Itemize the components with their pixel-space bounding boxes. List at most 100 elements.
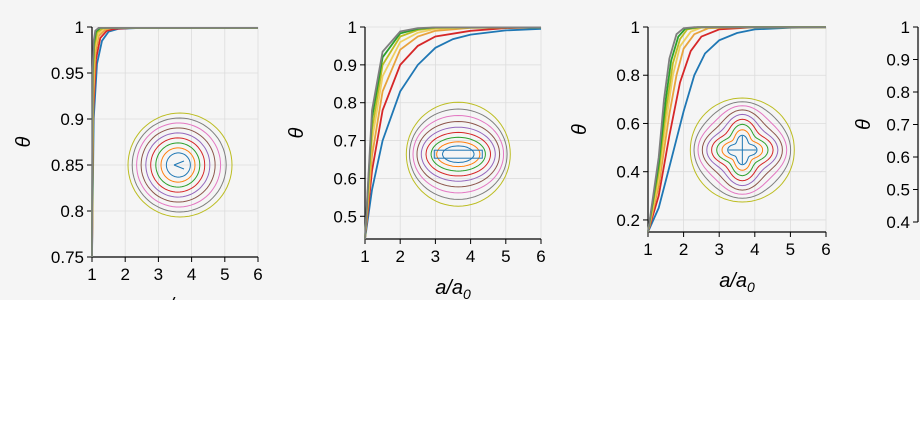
x-axis-title-0: a/a0	[157, 295, 193, 300]
chart-panel-0: 10.950.90.850.80.75123456θa/a0	[13, 18, 263, 300]
x-axis-title-main-2: a/a	[719, 270, 747, 292]
x-axis-title-main-1: a/a	[435, 277, 463, 299]
figure-panel-strip: 10.950.90.850.80.75123456θa/a010.90.80.7…	[13, 18, 919, 300]
y-axis-title-1: θ	[286, 127, 308, 138]
inset-core-0	[173, 160, 185, 170]
y-tick-label-2-2: 0.6	[616, 114, 640, 133]
y-tick-label-2-0: 1	[631, 18, 640, 37]
x-tick-label-1-0: 1	[360, 247, 369, 266]
inset-contour-1-2	[412, 114, 505, 194]
inset-contour-1-4	[420, 126, 496, 182]
y-tick-label-3-5: 0.5	[886, 181, 910, 200]
series-line-0-2	[91, 27, 258, 258]
x-tick-label-0-4: 5	[220, 265, 229, 284]
inset-contour-2-1	[693, 101, 792, 199]
series-line-1-6	[364, 26, 541, 240]
series-line-2-0	[647, 26, 827, 233]
inset-thumbnail-1	[405, 101, 511, 207]
inset-contour-2-8	[727, 134, 758, 166]
inset-contour-0-4	[145, 132, 211, 198]
inset-contour-2-6	[716, 123, 769, 177]
y-axis-title-3: θ	[853, 119, 875, 130]
inset-contour-1-1	[408, 108, 508, 200]
series-line-2-6	[647, 26, 826, 233]
x-tick-label-1-4: 5	[501, 247, 510, 266]
chart-panel-1: 1 0.9 0.8 0.7 0.6 0.5 1 2 3 4 5 6 θ a/a0	[286, 18, 546, 300]
inset-contour-1-6	[430, 136, 486, 172]
inset-contour-2-3	[701, 109, 783, 191]
x-tick-label-1-1: 2	[395, 247, 404, 266]
y-tick-label-1-3: 0.7	[333, 132, 357, 151]
y-tick-label-1-4: 0.6	[333, 169, 357, 188]
y-tick-label-2-1: 0.8	[616, 66, 640, 85]
x-axis-title-2: a/a0	[719, 270, 755, 295]
inset-contour-0-3	[140, 127, 216, 203]
x-tick-label-2-2: 3	[714, 240, 723, 259]
x-tick-label-1-2: 3	[431, 247, 440, 266]
y-tick-label-3-6: 0.4	[886, 213, 910, 232]
x-tick-label-0-1: 2	[120, 265, 129, 284]
series-line-0-0	[91, 27, 258, 258]
x-tick-label-2-0: 1	[643, 240, 652, 259]
inset-contour-0-0	[127, 112, 233, 218]
x-axis-title-sub-1: 0	[463, 286, 471, 300]
inset-contour-2-5	[711, 118, 774, 182]
inset-contour-1-3	[416, 120, 501, 188]
inset-thumbnail-0	[127, 112, 233, 218]
inset-contour-0-5	[150, 137, 206, 193]
series-line-1-1	[364, 26, 542, 240]
y-tick-label-0-0: 1	[75, 18, 84, 37]
series-line-1-0	[364, 28, 542, 240]
y-axis-title-0: θ	[13, 136, 35, 147]
y-tick-label-0-5: 0.75	[51, 248, 84, 267]
chart-panel-3: 1 0.9 0.8 0.7 0.6 0.5 0.4 θ	[853, 18, 919, 232]
inset-contour-0-6	[155, 142, 201, 188]
y-tick-label-2-3: 0.4	[616, 163, 640, 182]
inset-contour-1-8	[441, 145, 475, 164]
y-tick-label-2-4: 0.2	[616, 211, 640, 230]
x-tick-label-1-5: 6	[536, 247, 545, 266]
x-axis-title-1: a/a0	[435, 277, 471, 300]
x-tick-label-0-3: 4	[187, 265, 196, 284]
inset-contour-0-7	[160, 147, 196, 183]
inset-contour-1-7	[436, 141, 481, 168]
inset-contour-1-0	[405, 101, 511, 207]
series-line-0-6	[91, 27, 258, 258]
chart-panel-2: 10.80.60.40.21 2 3 4 5 6θa/a0	[569, 18, 831, 295]
series-line-0-1	[91, 27, 258, 258]
y-tick-label-1-0: 1	[348, 18, 357, 37]
x-tick-label-2-1: 2	[679, 240, 688, 259]
series-line-0-5	[91, 27, 258, 258]
x-axis-title-main-0: a/a	[157, 295, 185, 300]
x-tick-label-0-0: 1	[87, 265, 96, 284]
y-tick-label-3-3: 0.7	[886, 116, 910, 135]
inset-contour-2-4	[706, 113, 779, 187]
inset-thumbnail-2	[689, 97, 795, 203]
inset-contour-0-1	[131, 117, 227, 213]
y-tick-label-0-1: 0.95	[51, 64, 84, 83]
x-tick-label-2-4: 5	[786, 240, 795, 259]
inset-contour-0-2	[136, 122, 222, 208]
x-tick-label-2-5: 6	[821, 240, 830, 259]
x-tick-label-1-3: 4	[466, 247, 475, 266]
inset-contour-2-2	[697, 105, 788, 195]
x-tick-label-0-2: 3	[154, 265, 163, 284]
inset-core-1	[433, 149, 483, 159]
y-tick-label-3-2: 0.8	[886, 83, 910, 102]
inset-contour-2-7	[721, 129, 764, 171]
figure-svg: 10.950.90.850.80.75123456θa/a010.90.80.7…	[13, 18, 919, 300]
series-line-0-4	[91, 27, 258, 258]
y-tick-label-1-5: 0.5	[333, 207, 357, 226]
inset-contour-1-5	[425, 131, 492, 177]
y-tick-label-0-4: 0.8	[60, 202, 84, 221]
y-tick-label-0-3: 0.85	[51, 156, 84, 175]
y-axis-title-2: θ	[569, 124, 591, 135]
y-tick-label-1-2: 0.8	[333, 94, 357, 113]
inset-contour-2-0	[689, 97, 795, 203]
y-tick-label-3-4: 0.6	[886, 148, 910, 167]
y-tick-label-0-2: 0.9	[60, 110, 84, 129]
y-tick-label-1-1: 0.9	[333, 56, 357, 75]
inset-core-2	[728, 136, 757, 164]
x-axis-title-sub-2: 0	[747, 279, 755, 295]
x-tick-label-0-5: 6	[253, 265, 262, 284]
